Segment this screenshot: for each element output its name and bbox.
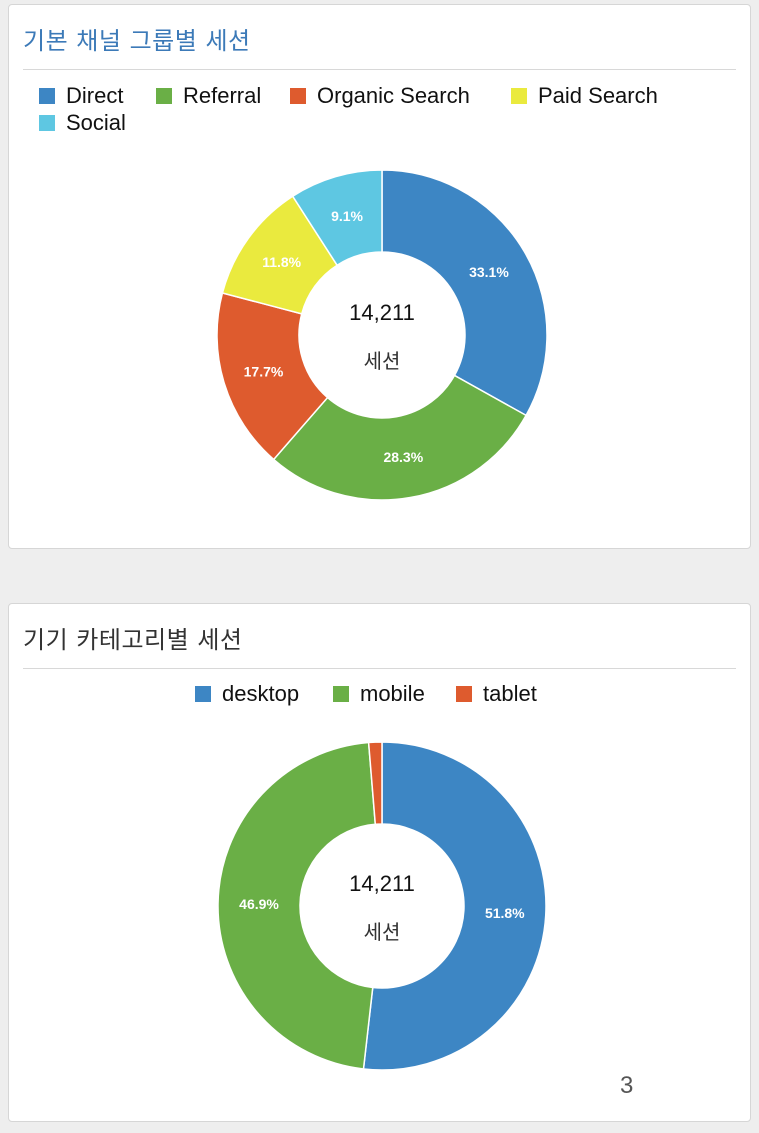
center-unit: 세션 [364,920,401,944]
slice-organic-search [216,292,329,461]
device-sessions-panel: 기기 카테고리별 세션 desktop mobile tablet 51.8% 46.… [8,603,751,1122]
legend-swatch [456,686,472,702]
slice-label: 28.3% [383,449,423,465]
legend-swatch [511,88,527,104]
slice-social [291,169,383,267]
slice-tablet [367,741,383,826]
center-total: 14,211 [349,871,415,896]
chart-title: 기기 카테고리별 세션 [23,626,243,654]
legend-label: Social [66,110,126,135]
legend-swatch [333,686,349,702]
legend-label: mobile [360,681,425,706]
legend-label: Direct [66,83,124,108]
center-unit: 세션 [364,349,401,373]
chart-title: 기본 채널 그룹별 세션 [23,27,251,55]
legend-swatch [39,115,55,131]
donut-chart: 33.1% 28.3% 17.7% 11.8% 9.1% 14,211 세션 [216,169,548,501]
slice-label: 11.8% [262,254,301,270]
slice-label: 17.7% [244,363,284,379]
legend-label: Paid Search [538,83,658,108]
title-divider [23,69,736,70]
slice-label: 46.9% [239,896,279,912]
center-total: 14,211 [349,300,415,325]
legend-swatch [156,88,172,104]
channel-sessions-panel: 기본 채널 그룹별 세션 Direct Referral Organic Searc… [8,4,751,549]
legend-swatch [195,686,211,702]
slice-direct [381,169,548,417]
title-divider [23,668,736,669]
legend-label: Referral [183,83,262,108]
slice-label: 51.8% [485,905,525,921]
legend-swatch [290,88,306,104]
legend-swatch [39,88,55,104]
page-number: 3 [620,1072,634,1099]
legend-label: desktop [222,681,300,706]
slice-mobile [217,741,377,1070]
legend-label: Organic Search [317,83,470,108]
donut-chart: 51.8% 46.9% 14,211 세션 [217,741,547,1071]
slice-label: 9.1% [331,208,363,224]
legend-label: tablet [483,681,537,706]
slice-referral [272,374,528,501]
slice-desktop [362,741,547,1071]
slice-label: 33.1% [469,264,509,280]
